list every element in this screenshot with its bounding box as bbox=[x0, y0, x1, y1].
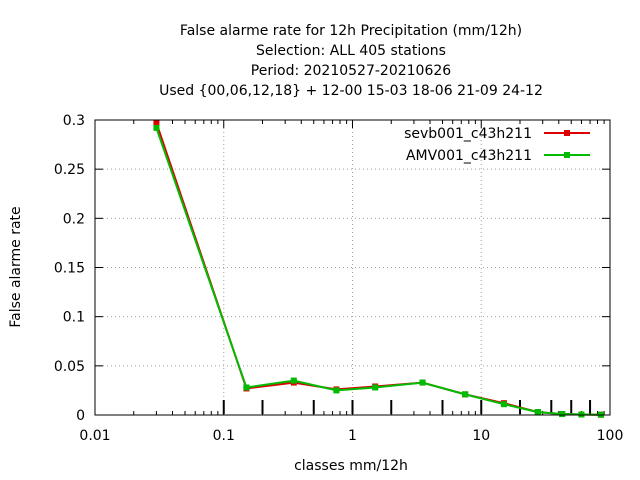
data-point bbox=[290, 377, 297, 384]
title-line-4: Used {00,06,12,18} + 12-00 15-03 18-06 2… bbox=[159, 83, 543, 99]
y-tick-label: 0.3 bbox=[63, 113, 85, 129]
series-layer bbox=[153, 119, 604, 418]
legend-marker bbox=[564, 130, 570, 136]
legend-label: sevb001_c43h211 bbox=[404, 126, 532, 142]
legend-marker bbox=[564, 152, 570, 158]
title-line-3: Period: 20210527-20210626 bbox=[251, 63, 451, 79]
title-line-1: False alarme rate for 12h Precipitation … bbox=[180, 23, 522, 39]
y-tick-label: 0.25 bbox=[54, 162, 85, 178]
data-point bbox=[534, 409, 541, 416]
y-tick-label: 0.1 bbox=[63, 310, 85, 326]
x-tick-label: 0.01 bbox=[79, 428, 110, 444]
series-2 bbox=[153, 124, 604, 418]
data-point bbox=[243, 384, 250, 391]
x-tick-label: 100 bbox=[597, 428, 624, 444]
data-point bbox=[153, 119, 160, 126]
x-tick-label: 0.1 bbox=[213, 428, 235, 444]
plot-frame bbox=[94, 119, 611, 416]
y-tick-label: 0.15 bbox=[54, 261, 85, 277]
data-point bbox=[372, 384, 379, 391]
data-point bbox=[333, 387, 340, 394]
series-line bbox=[155, 122, 601, 416]
data-point bbox=[559, 411, 566, 418]
data-point bbox=[419, 379, 426, 386]
y-tick-label: 0 bbox=[76, 408, 85, 424]
grid-lines bbox=[95, 120, 610, 415]
data-point bbox=[500, 401, 507, 408]
series-line bbox=[155, 127, 601, 416]
chart-title: False alarme rate for 12h Precipitation … bbox=[159, 23, 543, 99]
data-point bbox=[462, 391, 469, 398]
x-tick-label: 10 bbox=[472, 428, 490, 444]
series-1 bbox=[153, 119, 604, 418]
title-line-2: Selection: ALL 405 stations bbox=[256, 43, 446, 59]
legend-label: AMV001_c43h211 bbox=[406, 148, 532, 164]
x-axis-label: classes mm/12h bbox=[294, 458, 408, 474]
data-point bbox=[153, 124, 160, 131]
x-tick-label: 1 bbox=[348, 428, 357, 444]
legend: sevb001_c43h211 AMV001_c43h211 bbox=[404, 126, 590, 164]
y-tick-label: 0.2 bbox=[63, 211, 85, 227]
axes: 0 0.05 0.1 0.15 0.2 0.25 0.3 0.01 0.1 1 10 100 bbox=[54, 113, 624, 444]
y-axis-label: False alarme rate bbox=[8, 206, 24, 327]
y-tick-label: 0.05 bbox=[54, 359, 85, 375]
